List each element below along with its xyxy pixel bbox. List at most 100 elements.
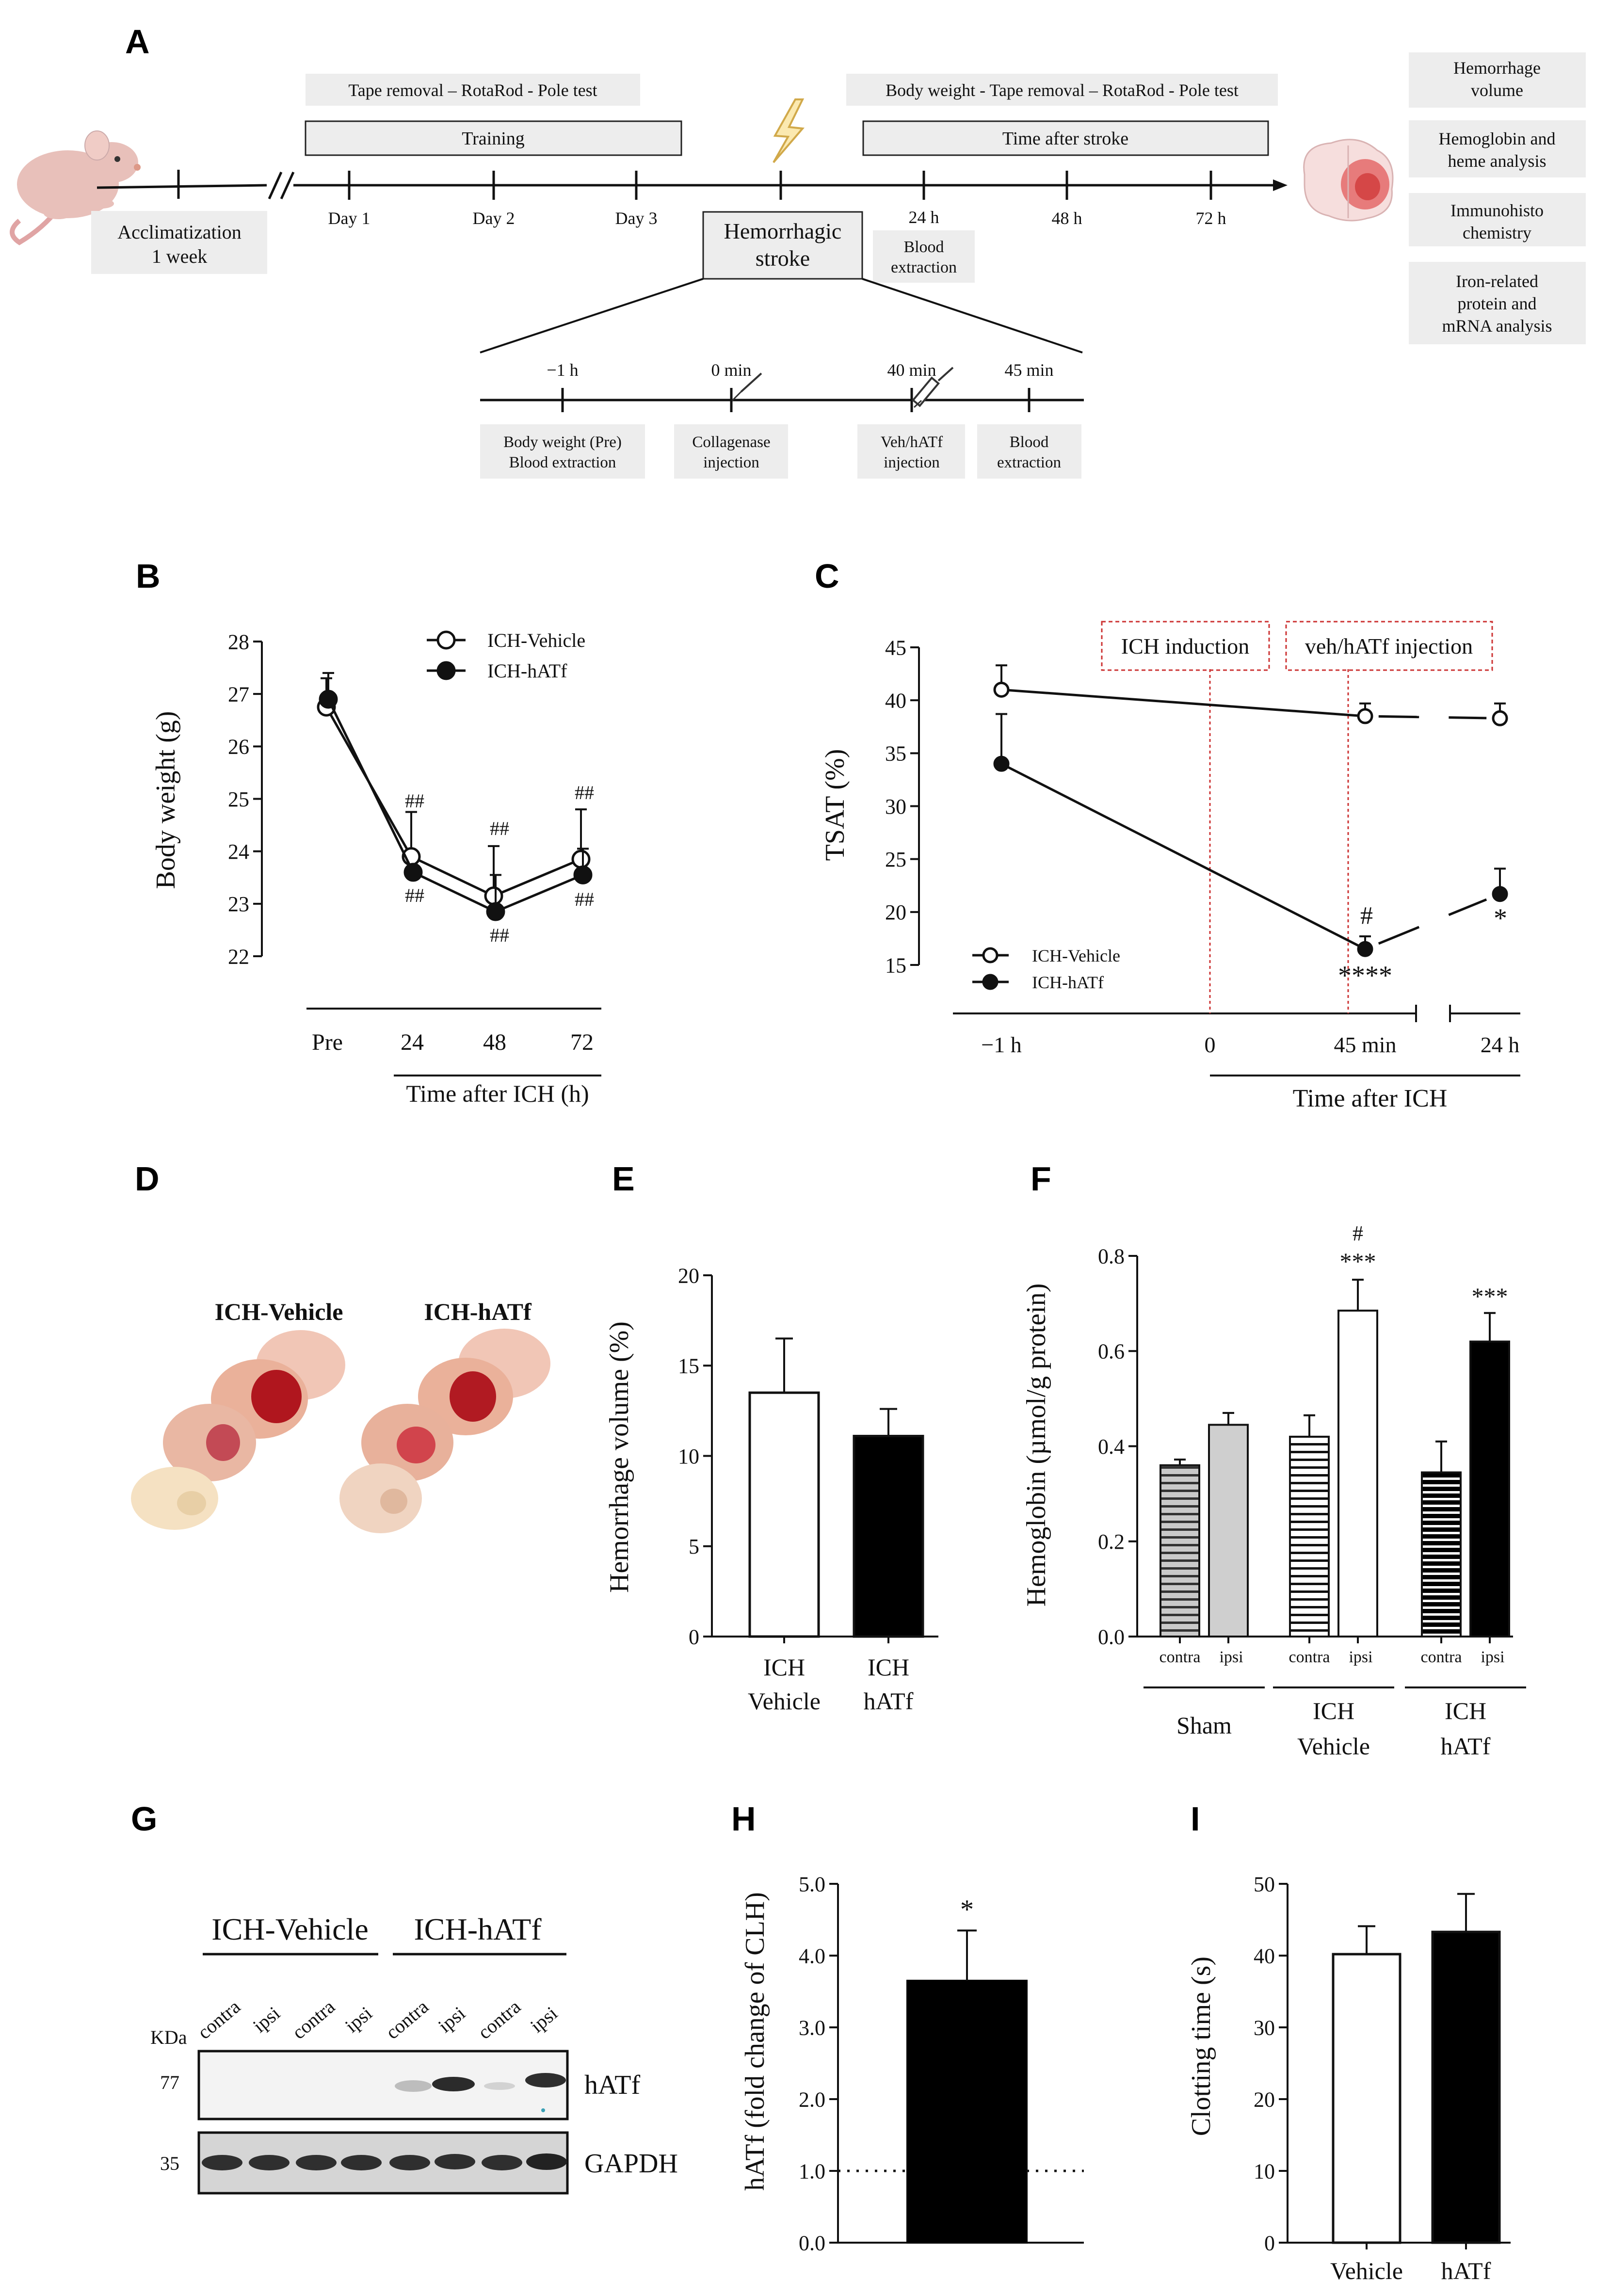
hemoglobin-sub-label: contra (1421, 1648, 1462, 1666)
tsat-point (993, 681, 1010, 698)
hatf-fold-y-tick-label: 4.0 (799, 1944, 825, 1968)
outcome-hemoglobin-line1: Hemoglobin and (1439, 129, 1556, 148)
tsat-x-tick-label: 0 (1205, 1032, 1216, 1057)
tsat-injection-box (1285, 621, 1493, 671)
blot-group-vehicle: ICH-Vehicle (211, 1912, 368, 1946)
hemoglobin-significance: *** (1340, 1248, 1376, 1275)
panel-label-h: H (731, 1800, 756, 1838)
zoom-line-left (480, 278, 704, 353)
hemoglobin-group-label: ICH (1445, 1697, 1486, 1724)
tsat-series-line (1378, 926, 1420, 945)
chart-hemorrhage-volume: 0 5 10 15 20 Hemorrhage volume (%) ICH Vehicle I… (604, 1264, 938, 1715)
body-weight-x-tick-label: 72 (570, 1029, 594, 1055)
brain-icon (1303, 139, 1394, 222)
hemorrhage-volume-x-tick-label: ICH (868, 1654, 909, 1681)
body-weight-significance: ## (405, 884, 424, 906)
hemoglobin-sub-label: contra (1289, 1648, 1330, 1666)
tsat-series-line (1001, 688, 1366, 718)
timeline-axis-left (97, 184, 267, 189)
outcome-box (1409, 120, 1586, 177)
sub-box-1-line1: Body weight (Pre) (503, 434, 622, 451)
hemorrhage-volume-bar (853, 1435, 924, 1638)
tsat-significance: * (1494, 903, 1507, 933)
hemoglobin-bar (1337, 1309, 1378, 1638)
sub-box-1-line2: Blood extraction (509, 454, 616, 471)
hemoglobin-significance: # (1353, 1221, 1363, 1245)
acclimatization-label: Acclimatization (117, 221, 241, 243)
chart-clotting-time: 0 10 20 30 40 50 Clotting time (s) Vehicle hATf (1186, 1872, 1511, 2284)
day-2-label: Day 2 (473, 209, 515, 228)
body-weight-x-tick-label: 24 (401, 1029, 424, 1055)
blot-mw-77: 77 (160, 2071, 179, 2093)
outcome-hemorrhage-line2: volume (1471, 80, 1523, 100)
tsat-y-tick-label: 35 (885, 742, 906, 766)
hemorrhage-volume-y-tick-label: 0 (689, 1625, 699, 1649)
outcome-hemoglobin-line2: heme analysis (1448, 151, 1547, 171)
hemoglobin-sub-label: ipsi (1219, 1648, 1243, 1666)
tsat-y-tick-label: 45 (885, 636, 906, 659)
tsat-y-tick-label: 40 (885, 689, 906, 713)
blot-lane-label: contra (288, 1995, 339, 2043)
training-box (305, 120, 682, 156)
body-weight-x-tick-label: Pre (312, 1029, 343, 1055)
body-weight-series-line (327, 698, 583, 913)
brain-slices-hatf (339, 1329, 550, 1533)
tsat-injection-label: veh/hATf injection (1305, 634, 1473, 658)
hemorrhage-volume-y-label: Hemorrhage volume (%) (604, 1321, 634, 1593)
blot-mw-35: 35 (160, 2152, 179, 2174)
time-after-stroke-box (862, 120, 1269, 156)
clotting-time-y-tick-label: 50 (1254, 1872, 1275, 1896)
hatf-fold-bar (906, 1979, 1028, 2244)
acclimatization-duration: 1 week (152, 245, 207, 267)
blot-lane-label: ipsi (341, 2002, 376, 2037)
hatf-fold-y-label: hATf (fold change of CLH) (740, 1892, 770, 2191)
mouse-icon (10, 130, 141, 245)
hemoglobin-group-label: Sham (1176, 1712, 1232, 1739)
clotting-time-bar (1431, 1930, 1501, 2244)
blot-lane-label: ipsi (249, 2002, 284, 2037)
pre-tests-label: Tape removal – RotaRod - Pole test (348, 80, 597, 100)
stroke-label-line1: Hemorrhagic (724, 219, 842, 243)
hour-24-label: 24 h (909, 208, 939, 227)
blood-extraction-24h-line2: extraction (891, 258, 957, 276)
hemoglobin-bar (1289, 1435, 1330, 1638)
hemoglobin-y-tick-label: 0.2 (1098, 1530, 1125, 1554)
chart-tsat: 15 20 25 30 35 40 45 TSAT (%) −1 h 0 45 min 24 h Tim… (820, 621, 1520, 1112)
tsat-y-tick-label: 25 (885, 848, 906, 871)
body-weight-y-tick-label: 24 (228, 840, 249, 864)
hemoglobin-bar (1208, 1424, 1249, 1638)
panel-label-e: E (612, 1160, 635, 1198)
brain-hatf-label: ICH-hATf (424, 1298, 532, 1325)
hatf-fold-y-tick-label: 3.0 (799, 2016, 825, 2039)
hemorrhage-volume-bar (748, 1391, 820, 1638)
body-weight-y-tick-label: 22 (228, 945, 249, 968)
tsat-y-tick-label: 30 (885, 795, 906, 819)
hour-48-label: 48 h (1052, 209, 1082, 228)
post-tests-box (846, 74, 1278, 106)
blot-lane-labels: contra ipsi contra ipsi contra ipsi contra ipsi (193, 1995, 562, 2043)
hemoglobin-sub-label: contra (1160, 1648, 1201, 1666)
panel-label-f: F (1031, 1160, 1051, 1198)
outcome-box (1409, 193, 1586, 246)
blot-label-gapdh: GAPDH (584, 2149, 678, 2179)
hemorrhage-volume-x-tick-label: hATf (864, 1687, 914, 1715)
axis-break-mark (268, 171, 283, 200)
sub-box (674, 424, 788, 479)
sub-box (480, 424, 645, 479)
blood-extraction-24h-line1: Blood (903, 238, 944, 256)
hemorrhage-volume-y-tick-label: 10 (678, 1445, 699, 1468)
sub-time-45min: 45 min (1004, 360, 1053, 380)
blot-bands-hatf (395, 2073, 566, 2112)
outcome-ihc-line1: Immunohisto (1450, 201, 1544, 220)
hemoglobin-group-label: ICH (1313, 1697, 1354, 1724)
clotting-time-y-tick-label: 20 (1254, 2087, 1275, 2111)
blot-membrane-hatf (197, 2050, 569, 2120)
hatf-fold-significance: * (960, 1895, 974, 1925)
tsat-point (1492, 886, 1508, 902)
panel-label-c: C (815, 557, 839, 595)
sub-time-0min: 0 min (711, 360, 751, 380)
body-weight-y-tick-label: 27 (228, 683, 249, 706)
blot-bands-gapdh (202, 2153, 567, 2170)
post-tests-label: Body weight - Tape removal – RotaRod - P… (886, 80, 1239, 100)
body-weight-legend-marker (436, 630, 456, 650)
